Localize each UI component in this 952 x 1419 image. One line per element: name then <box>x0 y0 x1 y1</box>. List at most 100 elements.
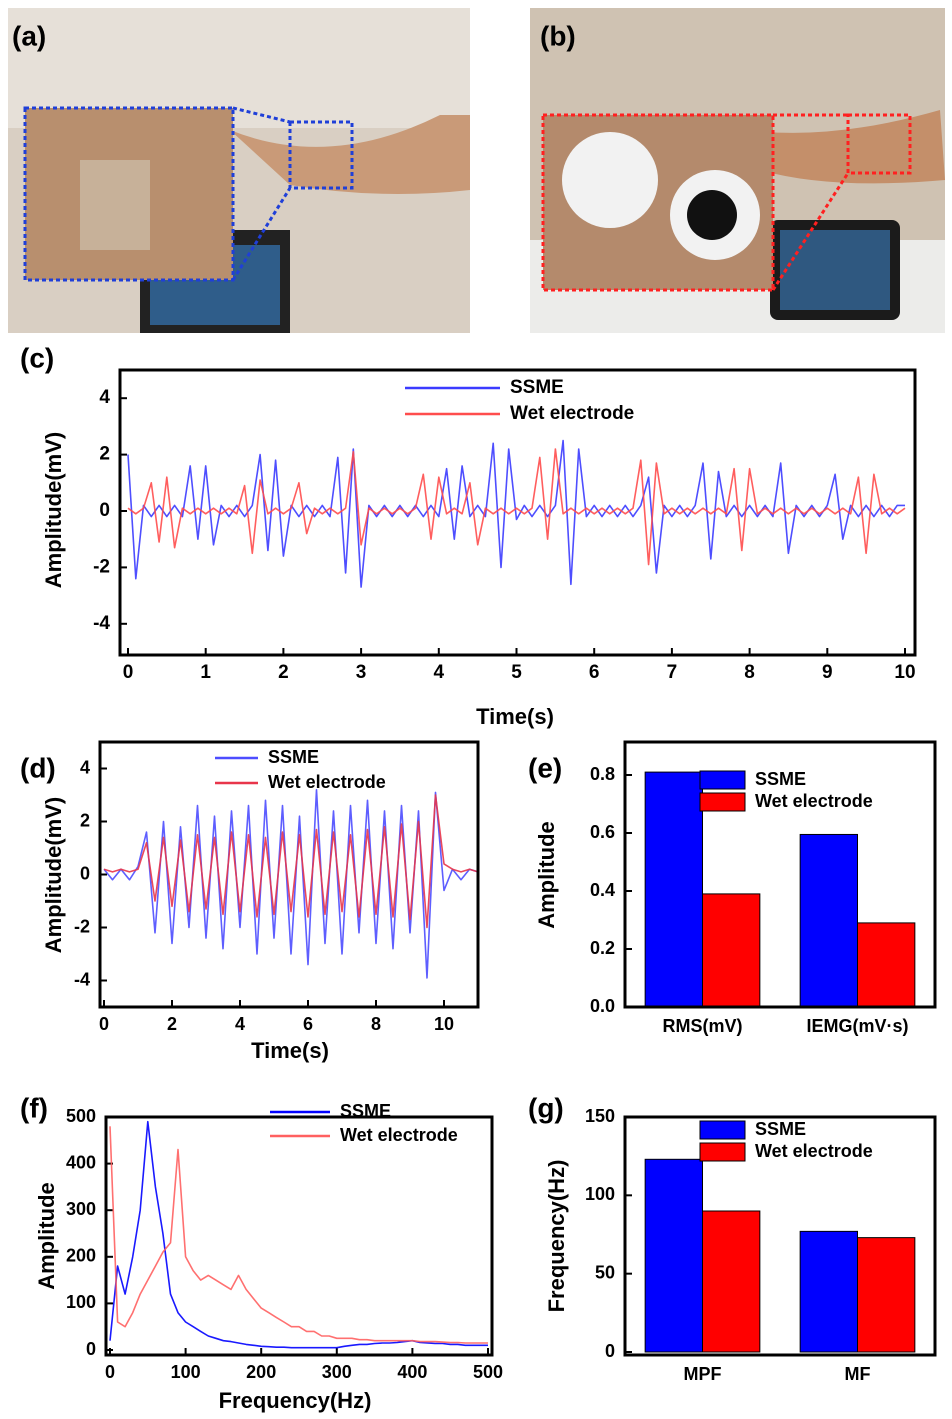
y-tick-label: -4 <box>74 969 90 989</box>
y-tick-label: 4 <box>99 387 110 408</box>
legend-label: SSME <box>755 1119 806 1139</box>
panel-label: (b) <box>540 20 576 51</box>
x-axis-label: Frequency(Hz) <box>219 1388 372 1413</box>
x-tick-label: 6 <box>303 1014 313 1034</box>
chart: (f) 0 100 200 300 400 500 0 100 200 300 400 500 Frequ… <box>20 1092 503 1412</box>
x-tick-label: 400 <box>397 1362 427 1382</box>
x-tick-label: 200 <box>246 1362 276 1382</box>
y-tick-label: -2 <box>74 916 90 936</box>
legend-label: SSME <box>510 377 564 398</box>
x-tick-label: 8 <box>744 662 755 683</box>
y-tick-label: -4 <box>93 613 110 634</box>
x-tick-label: 8 <box>371 1014 381 1034</box>
x-tick-label: MPF <box>684 1364 722 1384</box>
bar <box>644 771 704 1008</box>
x-tick-label: 500 <box>473 1362 503 1382</box>
y-axis-label: Frequency(Hz) <box>544 1160 569 1313</box>
y-axis-label: Amplitude(mV) <box>41 797 66 953</box>
photo-b <box>530 8 945 333</box>
x-tick-label: 10 <box>894 662 915 683</box>
x-tick-label: 7 <box>667 662 678 683</box>
bar <box>799 1230 859 1353</box>
panel-label: (e) <box>528 752 562 783</box>
bar <box>702 1210 761 1353</box>
y-tick-label: 150 <box>585 1106 615 1126</box>
x-tick-label: 6 <box>589 662 600 683</box>
y-tick-label: 0.0 <box>590 996 615 1016</box>
signal-line <box>127 448 906 566</box>
x-tick-label: 5 <box>511 662 522 683</box>
panel-label: (g) <box>528 1092 564 1123</box>
legend-swatch <box>699 792 746 812</box>
y-tick-label: 0.2 <box>590 938 615 958</box>
bar <box>644 1158 704 1353</box>
legend-label: SSME <box>340 1101 391 1121</box>
x-tick-label: 2 <box>167 1014 177 1034</box>
x-tick-label: 10 <box>434 1014 454 1034</box>
x-tick-label: RMS(mV) <box>663 1016 743 1036</box>
signal-line <box>103 794 479 929</box>
legend-swatch <box>699 1120 746 1140</box>
bar <box>857 922 916 1008</box>
plot-frame <box>118 368 917 657</box>
x-tick-label: MF <box>845 1364 871 1384</box>
y-tick-label: 2 <box>99 444 110 465</box>
y-tick-label: 300 <box>66 1199 96 1219</box>
plot-frame <box>104 1115 494 1357</box>
panel-label: (c) <box>20 342 54 373</box>
x-tick-label: 1 <box>200 662 211 683</box>
legend-swatch <box>699 1142 746 1162</box>
y-tick-label: 0 <box>80 863 90 883</box>
x-tick-label: 4 <box>434 662 445 683</box>
signal-line <box>127 439 905 588</box>
plot-frame <box>623 1115 937 1357</box>
x-tick-label: 100 <box>171 1362 201 1382</box>
x-tick-label: 0 <box>123 662 134 683</box>
bar <box>799 833 859 1008</box>
photo-a <box>8 8 470 333</box>
y-tick-label: 500 <box>66 1106 96 1126</box>
y-tick-label: 0.8 <box>590 764 615 784</box>
y-axis-label: Amplitude(mV) <box>41 432 66 588</box>
plot-frame <box>623 740 937 1009</box>
chart: (d) -4 -2 0 2 4 0 2 4 6 8 10 Time(s) Amplitude(mV) SSM… <box>20 740 480 1063</box>
y-tick-label: 100 <box>585 1184 615 1204</box>
y-tick-label: 0 <box>605 1341 615 1361</box>
y-tick-label: 200 <box>66 1246 96 1266</box>
y-tick-label: 100 <box>66 1292 96 1312</box>
y-tick-label: -2 <box>93 556 110 577</box>
y-tick-label: 50 <box>595 1262 615 1282</box>
legend-label: Wet electrode <box>268 772 386 792</box>
x-tick-label: 9 <box>822 662 833 683</box>
panel-label: (a) <box>12 20 46 51</box>
x-tick-label: 0 <box>105 1362 115 1382</box>
panel-label: (f) <box>20 1092 48 1123</box>
signal-line <box>103 788 479 979</box>
y-axis-label: Amplitude <box>34 1182 59 1290</box>
bar <box>857 1237 916 1353</box>
y-tick-label: 0.6 <box>590 822 615 842</box>
signal-line <box>109 1120 488 1349</box>
legend-label: SSME <box>755 769 806 789</box>
plot-frame <box>98 740 480 1009</box>
chart: (c) -4 -2 0 2 4 0 1 2 3 4 5 6 7 8 9 10 Time(s) Amplitude(m… <box>20 342 917 729</box>
legend-label: Wet electrode <box>510 403 634 424</box>
chart: (e) 0.0 0.2 0.4 0.6 0.8 Amplitude RMS(mV) IEMG(m… <box>528 740 937 1036</box>
legend-label: SSME <box>268 747 319 767</box>
y-tick-label: 400 <box>66 1152 96 1172</box>
x-tick-label: 2 <box>278 662 289 683</box>
x-tick-label: 3 <box>356 662 367 683</box>
bar <box>702 893 761 1008</box>
legend-label: Wet electrode <box>755 1141 873 1161</box>
legend-swatch <box>699 770 746 790</box>
x-axis-label: Time(s) <box>476 704 554 729</box>
panel-label: (d) <box>20 752 56 783</box>
y-tick-label: 0 <box>86 1339 96 1359</box>
legend-label: Wet electrode <box>340 1125 458 1145</box>
x-tick-label: 4 <box>235 1014 245 1034</box>
x-tick-label: 300 <box>322 1362 352 1382</box>
x-axis-label: Time(s) <box>251 1038 329 1063</box>
